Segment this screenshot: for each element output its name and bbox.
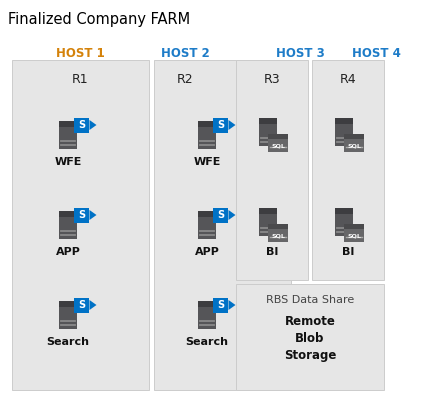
FancyBboxPatch shape <box>213 297 228 312</box>
Text: SQL: SQL <box>346 234 360 238</box>
FancyBboxPatch shape <box>267 224 287 229</box>
FancyBboxPatch shape <box>197 301 215 329</box>
Polygon shape <box>228 120 235 130</box>
FancyBboxPatch shape <box>59 301 77 307</box>
FancyBboxPatch shape <box>258 208 276 236</box>
FancyBboxPatch shape <box>59 121 77 149</box>
Text: Remote: Remote <box>284 315 335 328</box>
Text: SQL: SQL <box>270 144 284 148</box>
FancyBboxPatch shape <box>334 208 352 214</box>
Text: Storage: Storage <box>283 349 335 362</box>
Text: R3: R3 <box>263 73 280 86</box>
FancyBboxPatch shape <box>197 301 215 307</box>
FancyBboxPatch shape <box>236 60 307 280</box>
Text: R4: R4 <box>339 73 356 86</box>
Polygon shape <box>89 210 96 220</box>
FancyBboxPatch shape <box>267 134 287 139</box>
Text: S: S <box>78 120 86 130</box>
FancyBboxPatch shape <box>74 117 89 133</box>
FancyBboxPatch shape <box>343 224 363 242</box>
Text: BI: BI <box>341 247 353 257</box>
FancyBboxPatch shape <box>197 121 215 127</box>
FancyBboxPatch shape <box>197 211 215 217</box>
Text: S: S <box>217 120 224 130</box>
Polygon shape <box>228 210 235 220</box>
FancyBboxPatch shape <box>197 121 215 149</box>
FancyBboxPatch shape <box>236 284 383 390</box>
Text: R1: R1 <box>71 73 88 86</box>
FancyBboxPatch shape <box>267 224 287 242</box>
FancyBboxPatch shape <box>59 211 77 239</box>
FancyBboxPatch shape <box>197 211 215 239</box>
Polygon shape <box>89 300 96 310</box>
FancyBboxPatch shape <box>213 207 228 222</box>
Text: Finalized Company FARM: Finalized Company FARM <box>8 12 190 27</box>
Text: S: S <box>78 210 86 220</box>
Text: APP: APP <box>55 247 80 257</box>
Text: Blob: Blob <box>295 332 324 345</box>
Text: S: S <box>217 300 224 310</box>
Text: HOST 2: HOST 2 <box>160 47 209 60</box>
FancyBboxPatch shape <box>12 60 149 390</box>
Text: S: S <box>78 300 86 310</box>
Text: WFE: WFE <box>54 157 82 167</box>
Text: HOST 4: HOST 4 <box>351 47 399 60</box>
Text: SQL: SQL <box>346 144 360 148</box>
FancyBboxPatch shape <box>267 134 287 152</box>
Text: HOST 3: HOST 3 <box>275 47 324 60</box>
Text: APP: APP <box>194 247 219 257</box>
FancyBboxPatch shape <box>258 118 276 146</box>
FancyBboxPatch shape <box>343 134 363 152</box>
FancyBboxPatch shape <box>59 301 77 329</box>
FancyBboxPatch shape <box>59 211 77 217</box>
Polygon shape <box>228 300 235 310</box>
FancyBboxPatch shape <box>343 224 363 229</box>
Text: R2: R2 <box>176 73 193 86</box>
Polygon shape <box>89 120 96 130</box>
FancyBboxPatch shape <box>59 121 77 127</box>
FancyBboxPatch shape <box>258 118 276 124</box>
FancyBboxPatch shape <box>334 118 352 146</box>
FancyBboxPatch shape <box>334 208 352 236</box>
Text: Search: Search <box>185 337 228 347</box>
Text: RBS Data Share: RBS Data Share <box>265 295 353 305</box>
FancyBboxPatch shape <box>74 207 89 222</box>
Text: SQL: SQL <box>270 234 284 238</box>
FancyBboxPatch shape <box>213 117 228 133</box>
Text: S: S <box>217 210 224 220</box>
Text: Search: Search <box>46 337 89 347</box>
FancyBboxPatch shape <box>258 208 276 214</box>
FancyBboxPatch shape <box>154 60 290 390</box>
Text: BI: BI <box>265 247 277 257</box>
FancyBboxPatch shape <box>343 134 363 139</box>
FancyBboxPatch shape <box>311 60 383 280</box>
FancyBboxPatch shape <box>74 297 89 312</box>
Text: HOST 1: HOST 1 <box>55 47 104 60</box>
FancyBboxPatch shape <box>334 118 352 124</box>
Text: WFE: WFE <box>193 157 220 167</box>
